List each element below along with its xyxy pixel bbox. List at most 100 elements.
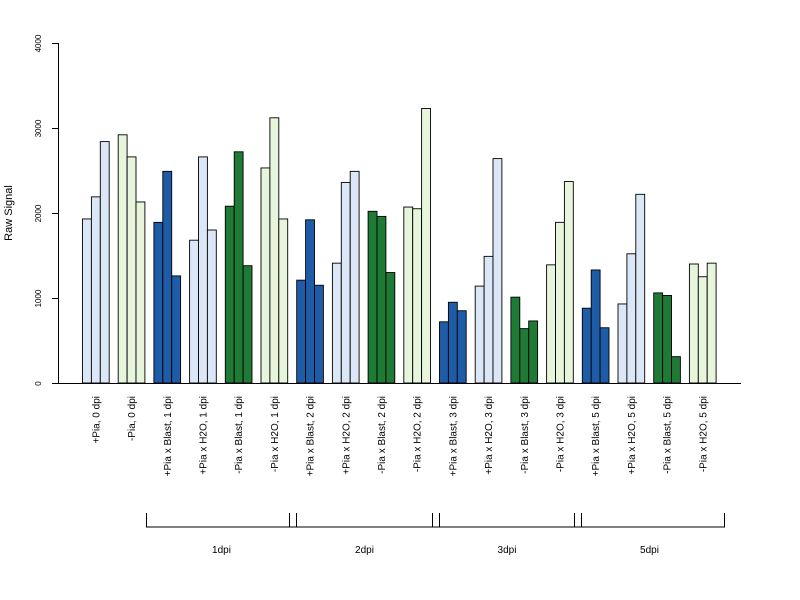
- bar: [421, 107, 431, 384]
- y-tick-label: 0: [34, 381, 43, 386]
- bar: [546, 264, 556, 384]
- x-tick-label: -Pia x H2O, 5 dpi: [698, 396, 709, 472]
- x-tick-label: -Pia x H2O, 3 dpi: [556, 396, 567, 472]
- bar: [198, 156, 208, 384]
- bar: [688, 263, 699, 384]
- bar: [269, 117, 280, 384]
- bar: [492, 158, 503, 384]
- bar: [483, 255, 494, 384]
- bar: [90, 196, 101, 384]
- group-bracket: 2dpi: [289, 513, 440, 556]
- bar: [626, 253, 637, 384]
- bar: [439, 321, 449, 384]
- x-tick-labels: +Pia, 0 dpi -Pia, 0 dpi +Pia x Blast, 1 dp…: [91, 396, 709, 476]
- bracket-line: [574, 513, 725, 528]
- bar: [224, 205, 235, 384]
- bar-cluster: [260, 117, 289, 384]
- bar: [581, 307, 592, 384]
- bar: [153, 221, 164, 384]
- bar: [456, 310, 467, 384]
- x-tick-label: +Pia x H2O, 1 dpi: [199, 396, 210, 475]
- x-tick-label: -Pia x H2O, 1 dpi: [270, 396, 281, 472]
- group-label: 1dpi: [212, 545, 231, 556]
- bar: [563, 181, 574, 384]
- bar-cluster: [546, 181, 574, 384]
- y-tick-label: 4000: [34, 34, 43, 52]
- bar-cluster: [82, 141, 110, 384]
- bar: [242, 265, 253, 384]
- bar: [662, 295, 672, 384]
- x-tick-label: +Pia, 0 dpi: [91, 396, 102, 444]
- bar: [528, 320, 539, 384]
- bars: [82, 107, 717, 384]
- x-tick-label: +Pia x H2O, 5 dpi: [627, 396, 638, 475]
- bar-cluster: [367, 210, 396, 384]
- bar: [590, 269, 601, 384]
- bar-cluster: [653, 292, 681, 384]
- bar-cluster: [403, 107, 431, 384]
- bar-cluster: [153, 170, 182, 384]
- bracket-line: [432, 513, 582, 528]
- bar-cluster: [439, 301, 467, 384]
- group-label: 2dpi: [355, 545, 374, 556]
- x-tick-label: -Pia x Blast, 3 dpi: [520, 396, 531, 474]
- bar: [135, 201, 146, 384]
- bar: [340, 181, 351, 384]
- bar-cluster: [189, 156, 217, 384]
- bar: [82, 218, 92, 384]
- bar: [233, 151, 244, 384]
- x-tick-label: +Pia x H2O, 3 dpi: [484, 396, 495, 475]
- x-tick-label: +Pia x Blast, 5 dpi: [591, 396, 602, 476]
- bar: [617, 303, 628, 384]
- bar: [117, 134, 128, 384]
- bar: [189, 239, 199, 384]
- bar-cluster: [510, 296, 539, 384]
- x-tick-label: +Pia x Blast, 3 dpi: [448, 396, 459, 476]
- y-axis-label: Raw Signal: [3, 185, 15, 241]
- y-tick-label: 2000: [34, 204, 43, 222]
- bar-cluster: [331, 170, 360, 384]
- bar: [331, 262, 342, 384]
- bar: [314, 284, 324, 384]
- x-tick-label: +Pia x Blast, 1 dpi: [163, 396, 174, 476]
- bar: [296, 279, 307, 384]
- bar: [305, 219, 315, 384]
- y-tick-label: 1000: [34, 289, 43, 307]
- bar-cluster: [117, 134, 146, 384]
- bar: [385, 272, 396, 384]
- bar: [510, 296, 521, 384]
- x-tick-label: -Pia x Blast, 5 dpi: [663, 396, 674, 474]
- bar: [126, 156, 137, 384]
- bar: [555, 221, 565, 384]
- x-tick-label: -Pia x H2O, 2 dpi: [413, 396, 424, 472]
- bar-cluster: [617, 193, 646, 384]
- bar: [697, 276, 708, 384]
- bar: [447, 301, 458, 384]
- bar-cluster: [581, 269, 610, 384]
- group-brackets: 1dpi 2dpi 3dpi 5dpi: [146, 513, 725, 556]
- bar: [349, 170, 360, 384]
- group-bracket: 5dpi: [574, 513, 725, 556]
- bar: [171, 275, 182, 384]
- x-tick-label: +Pia x Blast, 2 dpi: [306, 396, 317, 476]
- bar: [671, 356, 681, 384]
- bar-cluster: [296, 219, 324, 384]
- x-tick-label: -Pia x Blast, 1 dpi: [234, 396, 245, 474]
- bar: [653, 292, 664, 384]
- bar: [367, 210, 378, 384]
- bar: [99, 141, 110, 384]
- bar: [635, 193, 646, 384]
- bar: [599, 327, 610, 384]
- bar: [519, 328, 530, 384]
- bracket-line: [289, 513, 440, 528]
- bar: [403, 206, 414, 384]
- x-tick-label: +Pia x H2O, 2 dpi: [341, 396, 352, 475]
- bracket-line: [146, 513, 297, 528]
- x-tick-label: -Pia x Blast, 2 dpi: [377, 396, 388, 474]
- x-tick-label: -Pia, 0 dpi: [127, 396, 138, 441]
- group-bracket: 3dpi: [432, 513, 582, 556]
- group-bracket: 1dpi: [146, 513, 297, 556]
- bar: [162, 170, 173, 384]
- bar-cluster: [224, 151, 253, 384]
